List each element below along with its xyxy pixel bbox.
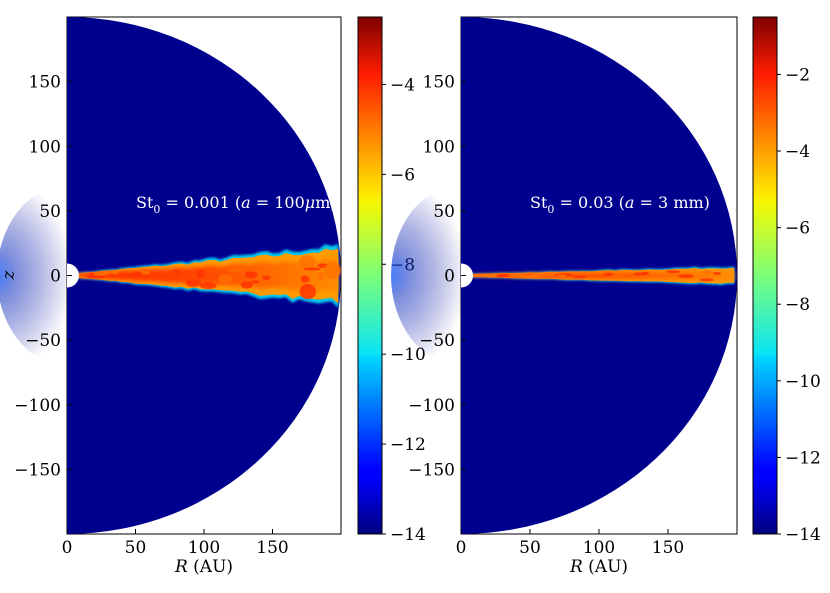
y-tick-label: 150: [423, 73, 455, 93]
colorbar: [357, 16, 383, 535]
x-tick-label: 50: [519, 538, 541, 558]
dust-clump: [299, 284, 317, 300]
dust-clump: [611, 274, 623, 278]
right-panel: 0 50 100 150 −150 −100 −50 0 50 100 150 St0 = 0.03…: [391, 16, 821, 577]
colorbar-tick-label: −4: [785, 142, 810, 162]
dust-clump: [488, 273, 498, 277]
y-tick-label: −50: [419, 331, 455, 351]
annotation-label: St0 = 0.03 (a = 3 mm): [530, 193, 710, 216]
colorbar-tick-label: −12: [785, 448, 821, 468]
dust-clump: [227, 268, 245, 272]
dust-clump: [173, 269, 181, 273]
colorbar-tick-label: −4: [390, 75, 415, 95]
colorbar-tick-label: −8: [785, 295, 810, 315]
dust-clump: [712, 271, 722, 275]
dust-clump: [132, 271, 143, 275]
x-tick-label: 0: [62, 538, 73, 558]
y-tick-label: −100: [14, 396, 61, 416]
y-tick-label: 150: [29, 73, 61, 93]
dust-clump: [316, 272, 325, 281]
dust-clump: [218, 274, 233, 284]
dust-clump: [641, 271, 650, 275]
dust-clump: [240, 281, 253, 289]
dust-clump: [244, 271, 258, 279]
x-tick-label: 150: [256, 538, 288, 558]
y-tick-label: 100: [423, 137, 455, 157]
y-tick-label: 0: [444, 267, 455, 287]
colorbar: [752, 16, 778, 535]
dust-clump: [703, 270, 712, 274]
annotation-label: St0 = 0.001 (a = 100μm): [136, 193, 337, 216]
colorbar-ticks: −14 −12 −10 −8 −6 −4 −2: [777, 65, 821, 545]
colorbar-tick-label: −2: [785, 65, 810, 85]
colorbar-tick-label: −14: [390, 525, 426, 545]
dust-clump: [677, 274, 695, 278]
dust-clump: [538, 272, 555, 276]
axes: 0 50 100 150 −150 −100 −50 0 50 100 150: [408, 73, 684, 558]
colorbar-tick-label: −10: [390, 345, 426, 365]
y-tick-label: 0: [50, 267, 61, 287]
y-tick-label: 100: [29, 137, 61, 157]
left-panel: 0 50 100 150 −150 −100 −50 0 50 100 150 St0 = 0.00…: [0, 16, 426, 577]
dust-clump: [262, 275, 271, 280]
x-tick-label: 100: [583, 538, 615, 558]
dust-clump: [87, 275, 105, 279]
dust-layer-core: [76, 258, 339, 294]
dust-clump: [303, 267, 321, 271]
dust-clump: [298, 255, 316, 269]
dust-clump: [185, 279, 202, 288]
y-tick-label: 50: [39, 202, 61, 222]
x-axis-label: R (AU): [174, 557, 233, 577]
dust-clump: [496, 274, 507, 278]
colorbar-tick-label: −6: [390, 165, 415, 185]
colorbar-tick-label: −12: [390, 435, 426, 455]
dust-clump: [665, 270, 681, 274]
dust-clump: [196, 269, 205, 279]
y-tick-label: −150: [14, 460, 61, 480]
dust-clump: [479, 273, 493, 277]
dust-clump: [573, 275, 587, 279]
x-tick-label: 150: [652, 538, 684, 558]
dust-clump: [617, 271, 627, 275]
y-tick-label: −100: [408, 396, 455, 416]
y-tick-label: 50: [433, 202, 455, 222]
inner-hole: [67, 263, 79, 288]
dust-clump: [111, 271, 119, 275]
x-tick-label: 50: [125, 538, 147, 558]
dust-clump: [324, 261, 341, 280]
y-tick-label: −50: [25, 331, 61, 351]
dust-clump: [199, 282, 217, 289]
dust-clump: [93, 272, 108, 276]
x-tick-label: 100: [188, 538, 220, 558]
colorbar-tick-label: −6: [785, 219, 810, 239]
axes: 0 50 100 150 −150 −100 −50 0 50 100 150: [14, 73, 288, 558]
dust-clump: [603, 272, 614, 276]
dust-clump: [557, 274, 567, 278]
inner-hole: [461, 263, 473, 288]
dust-clump: [699, 278, 714, 282]
x-tick-label: 0: [456, 538, 467, 558]
colorbar-tick-label: −14: [785, 525, 821, 545]
x-axis-label: R (AU): [569, 557, 628, 577]
dust-clump: [300, 275, 310, 283]
dust-clump: [250, 280, 260, 284]
colorbar-tick-label: −10: [785, 372, 821, 392]
dust-clump: [516, 275, 532, 279]
y-tick-label: −150: [408, 460, 455, 480]
y-axis-label: z: [0, 269, 19, 280]
